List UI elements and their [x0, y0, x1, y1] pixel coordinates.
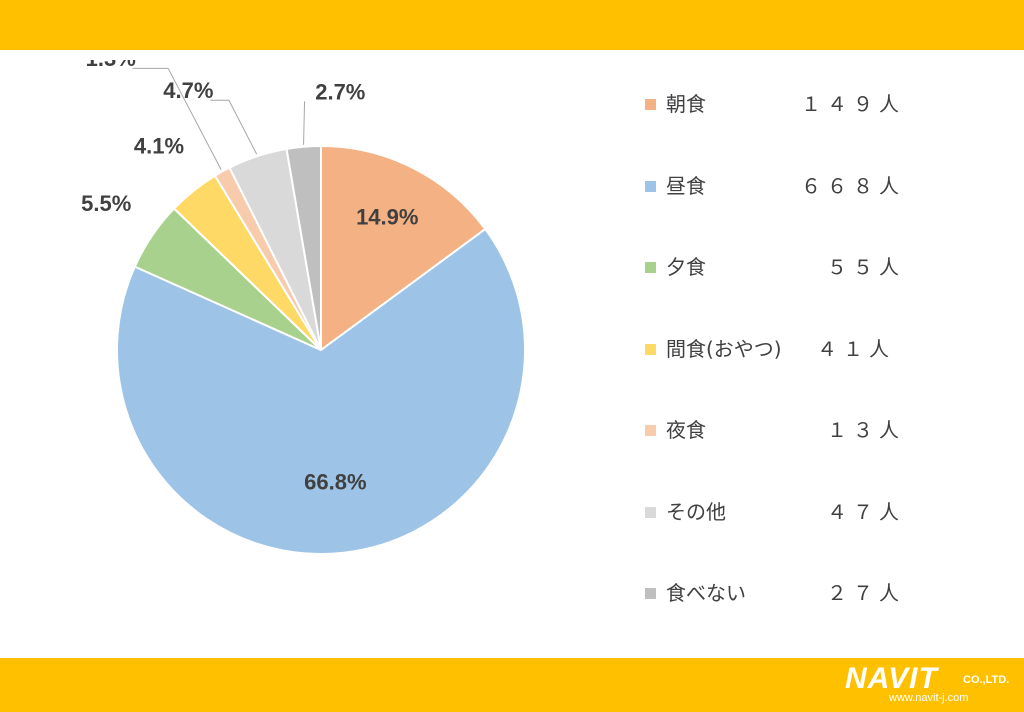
leader-line-7: [303, 101, 306, 145]
legend-swatch: [645, 180, 656, 192]
pie-slice-2: [116, 227, 526, 555]
legend-label: 夜食: [666, 418, 706, 442]
legend-label: その他: [666, 499, 726, 524]
legend-item-1: 朝食 １４９人: [645, 88, 935, 170]
company-logo: NAVIT CO.,LTD. www.navit-j.com: [845, 662, 1020, 708]
legend-label: 間食(おやつ): [666, 336, 782, 361]
legend-label: 夕食: [666, 255, 706, 279]
top-banner: [0, 0, 1024, 50]
legend-swatch: [645, 506, 656, 518]
data-label-2: 66.8%: [304, 470, 366, 495]
legend-count: １４９人: [801, 92, 905, 116]
legend-count: １３人: [827, 418, 905, 442]
legend-item-7: 食べない ２７人: [645, 577, 935, 659]
legend-item-6: その他 ４７人: [645, 496, 935, 578]
legend-label: 昼食: [666, 173, 706, 198]
legend: 朝食 １４９人昼食 ６６８人夕食 ５５人間食(おやつ) ４１人夜食 １３人その他 ４７人食べ…: [645, 88, 935, 659]
logo-url: www.navit-j.com: [889, 692, 969, 704]
data-label-3: 5.5%: [81, 191, 131, 216]
data-label-6: 4.7%: [163, 78, 213, 103]
legend-swatch: [645, 425, 656, 436]
data-label-4: 4.1%: [134, 134, 184, 159]
legend-count: ４７人: [827, 499, 905, 524]
pie-slice-7: [285, 144, 322, 351]
legend-swatch: [645, 262, 656, 273]
data-label-7: 2.7%: [315, 80, 365, 105]
bottom-banner: [0, 658, 1024, 712]
legend-count: ６６８人: [801, 173, 905, 198]
legend-item-2: 昼食 ６６８人: [645, 170, 935, 252]
legend-swatch: [645, 588, 656, 599]
legend-item-3: 夕食 ５５人: [645, 251, 935, 333]
legend-item-5: 夜食 １３人: [645, 414, 935, 496]
logo-wordmark: NAVIT: [845, 662, 938, 695]
legend-label: 朝食: [666, 92, 706, 116]
data-label-1: 14.9%: [356, 205, 418, 230]
data-label-5: 1.3%: [86, 60, 136, 71]
legend-item-4: 間食(おやつ) ４１人: [645, 333, 935, 415]
logo-company-suffix: CO.,LTD.: [963, 674, 1010, 686]
pie-chart: 14.9% 66.8% 5.5% 4.1% 1.3% 4.7% 2.7%: [81, 60, 526, 555]
legend-swatch: [645, 99, 656, 110]
legend-count: ２７人: [827, 581, 905, 605]
legend-count: ５５人: [827, 255, 905, 279]
leader-line-6: [210, 99, 258, 155]
pie-slice-1: [320, 144, 487, 352]
leader-line-5: [132, 67, 222, 171]
legend-label: 食べない: [666, 581, 746, 605]
legend-swatch: [645, 343, 656, 355]
legend-count: ４１人: [817, 336, 895, 361]
